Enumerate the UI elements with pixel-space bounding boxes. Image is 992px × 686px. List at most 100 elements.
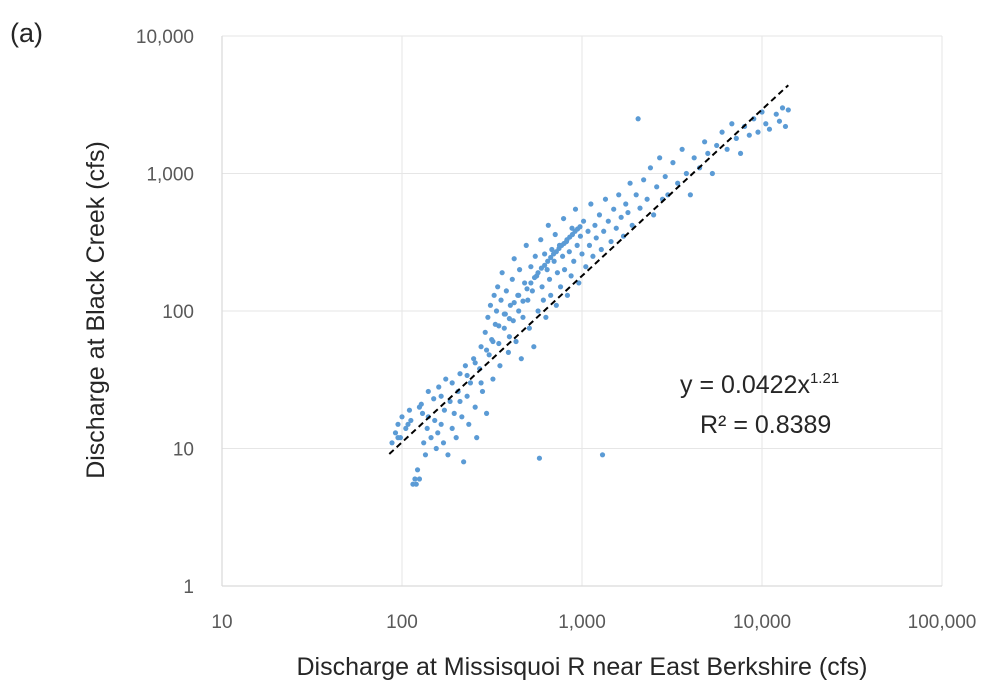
data-point [714,142,720,149]
data-point [542,262,548,268]
data-point [546,276,553,282]
data-point [529,288,535,294]
data-points [389,105,791,487]
data-point [683,170,689,177]
x-tick-label: 100 [386,612,418,633]
data-point [572,206,579,212]
data-point [737,150,744,157]
data-point [389,440,395,446]
data-point [520,298,526,304]
x-tick-label: 10 [211,612,232,633]
x-axis-title: Discharge at Missisquoi R near East Berk… [296,653,867,681]
data-point [785,107,791,113]
data-point [524,286,530,292]
data-point [691,155,697,161]
data-point [462,363,468,369]
data-point [516,267,523,273]
data-point [523,242,529,248]
data-point [602,196,609,202]
data-point [482,329,488,335]
data-point [513,338,519,345]
data-point [503,288,509,294]
data-point [433,445,439,452]
data-point [577,233,584,239]
data-point [662,173,668,180]
data-point [647,165,654,171]
data-point [549,246,555,253]
data-point [536,455,543,461]
data-point [499,270,505,276]
data-point [605,218,611,224]
data-point [403,425,409,432]
data-point [654,184,660,190]
data-point [598,246,604,253]
data-point [535,270,541,276]
data-point [449,425,455,432]
data-point [540,297,546,303]
data-point [564,292,571,298]
data-point [551,258,557,264]
data-point [576,280,582,286]
data-point [472,360,478,366]
data-point [412,476,418,482]
data-point [586,242,593,248]
axis-lines [221,36,942,587]
data-point [505,349,511,355]
data-point [548,254,554,261]
data-point [496,340,502,347]
data-point [490,376,496,382]
data-point [432,417,438,424]
data-point [637,205,643,211]
data-point [627,180,633,186]
data-point [629,222,635,228]
data-point [461,459,467,465]
data-point [395,421,401,427]
data-point [561,240,567,247]
data-point [478,380,484,386]
y-tick-label: 10 [173,440,194,461]
data-point [518,356,524,362]
data-point [528,264,534,270]
data-point [566,249,572,255]
data-point [679,146,685,152]
data-point [472,404,478,410]
data-point [532,253,538,259]
data-point [509,276,515,282]
data-point [520,314,526,320]
equation-main: y = 0.0422x [680,371,810,399]
data-point [641,177,647,183]
data-point [479,388,486,395]
data-point [392,430,399,436]
data-point [510,318,516,324]
tick-labels: 10 100 1,000 10,000 100,000 1 10 100 1,000 10,000 [136,27,976,633]
data-point [506,334,512,340]
data-point [486,352,492,358]
data-point [560,215,567,222]
data-point [585,228,591,234]
data-point [608,238,614,245]
data-point [580,218,587,224]
r-squared-label: R² = 0.8389 [700,411,831,439]
data-point [443,376,449,382]
data-point [548,292,554,298]
data-point [435,430,441,436]
data-point [525,297,531,303]
data-point [487,302,494,308]
y-tick-label: 1,000 [146,165,194,186]
data-point [526,325,532,331]
data-point [395,435,401,441]
x-tick-label: 10,000 [733,612,791,633]
data-point [405,421,411,427]
data-point [457,371,463,377]
data-point [675,180,681,186]
data-point [445,452,451,458]
data-point [490,338,496,345]
data-point [416,476,423,482]
y-tick-label: 100 [162,302,194,323]
data-point [449,380,455,386]
data-point [471,356,477,362]
data-point [554,270,561,276]
data-point [483,410,490,416]
data-point [495,284,501,290]
data-point [483,347,490,353]
